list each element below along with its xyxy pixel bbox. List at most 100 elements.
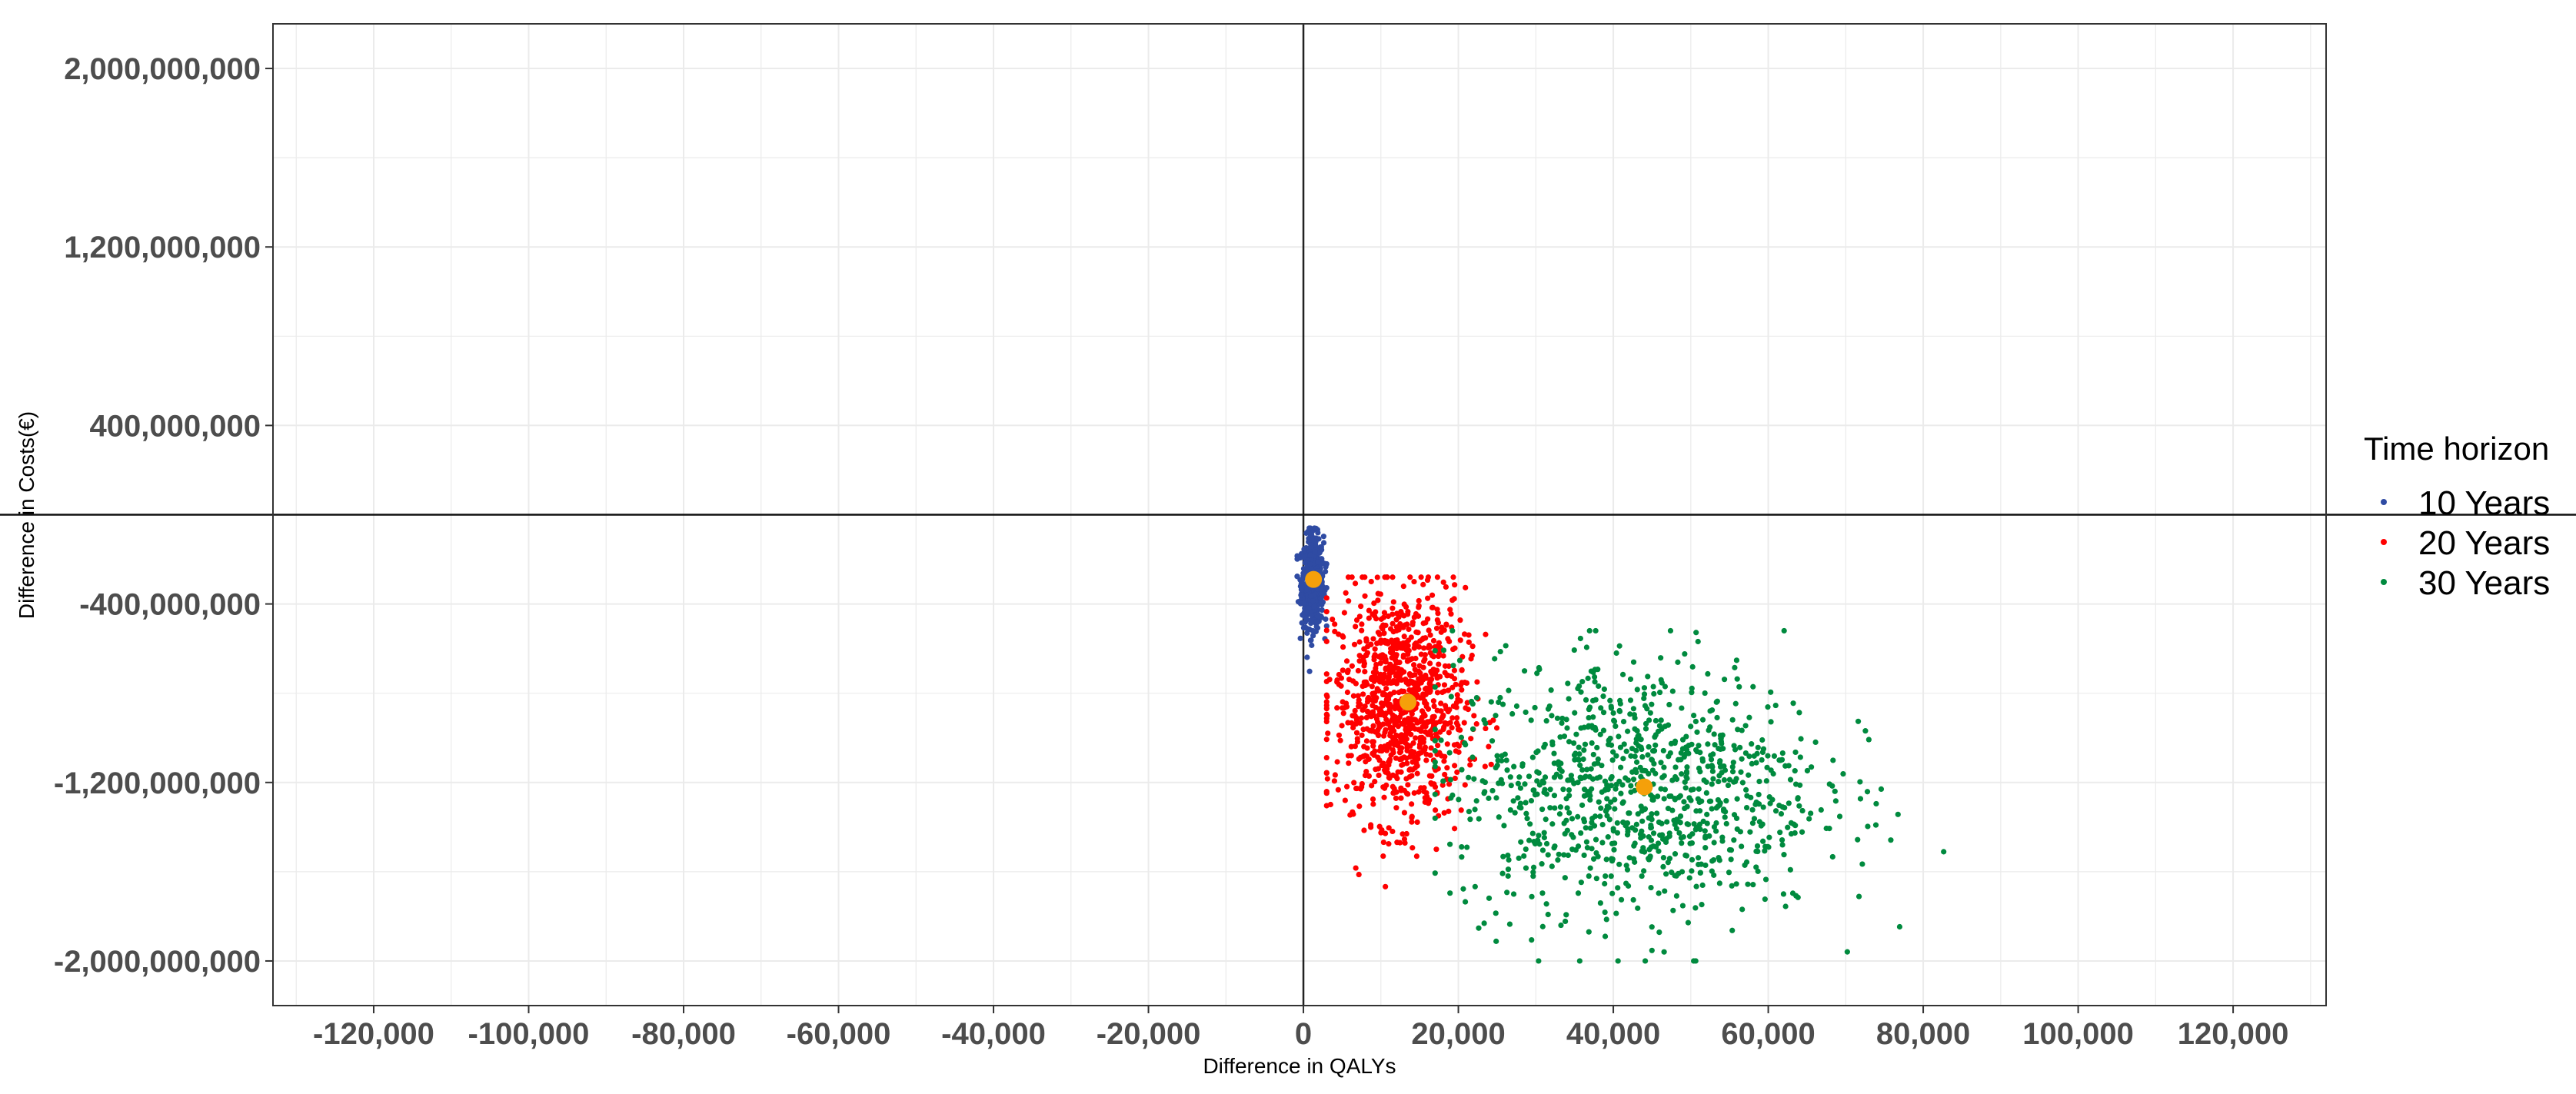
legend-title: Time horizon bbox=[2364, 431, 2549, 467]
y-tick-label: -400,000,000 bbox=[79, 588, 261, 622]
data-point bbox=[1369, 683, 1375, 690]
data-point bbox=[1587, 825, 1593, 831]
data-point bbox=[1549, 821, 1556, 827]
data-point bbox=[1476, 925, 1482, 931]
x-tick-label: -100,000 bbox=[468, 1017, 590, 1051]
data-point bbox=[1645, 752, 1651, 758]
data-point bbox=[1618, 896, 1625, 903]
data-point bbox=[1441, 810, 1447, 816]
data-point bbox=[1575, 890, 1582, 896]
data-point bbox=[1504, 767, 1510, 773]
data-point bbox=[1764, 764, 1770, 770]
data-point bbox=[1692, 718, 1699, 725]
data-point bbox=[1749, 741, 1755, 747]
data-point bbox=[1310, 598, 1316, 604]
data-point bbox=[1713, 699, 1719, 705]
data-point bbox=[1609, 856, 1616, 863]
series-20-years bbox=[1323, 574, 1500, 889]
data-point bbox=[1394, 637, 1400, 643]
data-point bbox=[1505, 866, 1512, 873]
data-point bbox=[1693, 630, 1699, 636]
data-point bbox=[1473, 694, 1480, 701]
data-point bbox=[1558, 922, 1564, 929]
data-point bbox=[1531, 787, 1537, 793]
data-point bbox=[1762, 843, 1769, 850]
data-point bbox=[1490, 717, 1496, 723]
data-point bbox=[1722, 814, 1728, 820]
data-point bbox=[1526, 837, 1533, 843]
data-point bbox=[1635, 811, 1641, 817]
data-point bbox=[1622, 775, 1629, 781]
data-point bbox=[1446, 750, 1453, 756]
data-point bbox=[1760, 746, 1767, 752]
data-point bbox=[1411, 578, 1417, 585]
data-point bbox=[1442, 771, 1448, 778]
data-point bbox=[1668, 740, 1675, 747]
data-point bbox=[1396, 673, 1403, 680]
data-point bbox=[1447, 776, 1454, 783]
data-point bbox=[1749, 806, 1756, 813]
data-point bbox=[1341, 610, 1347, 616]
data-point bbox=[1719, 770, 1725, 776]
data-point bbox=[1614, 820, 1620, 826]
data-point bbox=[1707, 724, 1713, 730]
data-point bbox=[1363, 738, 1370, 744]
data-point bbox=[1443, 622, 1449, 628]
data-point bbox=[1420, 581, 1426, 587]
data-point bbox=[1569, 846, 1576, 853]
data-point bbox=[1323, 702, 1330, 709]
x-tick-label: 80,000 bbox=[1876, 1017, 1970, 1051]
data-point bbox=[1721, 776, 1728, 783]
legend-key bbox=[2381, 579, 2387, 585]
data-point bbox=[1665, 806, 1672, 812]
data-point bbox=[1762, 876, 1769, 883]
data-point bbox=[1323, 718, 1330, 725]
data-point bbox=[1581, 793, 1588, 799]
data-point bbox=[1443, 584, 1449, 590]
data-point bbox=[1449, 715, 1456, 721]
data-point bbox=[1641, 868, 1647, 874]
data-point bbox=[1551, 750, 1557, 756]
data-point bbox=[1427, 650, 1433, 656]
data-point bbox=[1463, 742, 1469, 748]
data-point bbox=[1703, 790, 1709, 796]
data-point bbox=[1429, 670, 1435, 676]
data-point bbox=[1360, 574, 1366, 580]
data-point bbox=[1432, 684, 1438, 690]
data-point bbox=[1318, 586, 1324, 592]
data-point bbox=[1634, 727, 1640, 734]
data-point bbox=[1791, 821, 1797, 827]
data-point bbox=[1679, 840, 1685, 846]
data-point bbox=[1379, 762, 1385, 769]
data-point bbox=[1409, 801, 1415, 807]
data-point bbox=[1373, 661, 1380, 668]
data-point bbox=[1549, 713, 1555, 719]
data-point bbox=[1353, 680, 1359, 687]
data-point bbox=[1662, 786, 1669, 793]
data-point bbox=[1777, 757, 1784, 763]
data-point bbox=[1409, 621, 1416, 628]
data-point bbox=[1642, 726, 1649, 732]
data-point bbox=[1579, 679, 1586, 685]
data-point bbox=[1738, 769, 1744, 775]
data-point bbox=[1424, 720, 1430, 726]
data-point bbox=[1788, 830, 1795, 837]
data-point bbox=[1422, 799, 1428, 805]
data-point bbox=[1696, 786, 1702, 792]
data-point bbox=[1436, 750, 1443, 756]
data-point bbox=[1364, 650, 1370, 656]
data-point bbox=[1563, 918, 1569, 925]
data-point bbox=[1626, 810, 1632, 816]
data-point bbox=[1681, 799, 1687, 805]
data-point bbox=[1523, 709, 1529, 716]
data-point bbox=[1709, 781, 1715, 787]
data-point bbox=[1489, 787, 1496, 794]
data-point bbox=[1586, 929, 1592, 935]
data-point bbox=[1656, 848, 1662, 854]
data-point bbox=[1411, 753, 1417, 760]
data-point bbox=[1334, 705, 1340, 711]
data-point bbox=[1577, 635, 1583, 642]
data-point bbox=[1583, 839, 1590, 845]
data-point bbox=[1307, 544, 1313, 550]
data-point bbox=[1855, 836, 1861, 843]
